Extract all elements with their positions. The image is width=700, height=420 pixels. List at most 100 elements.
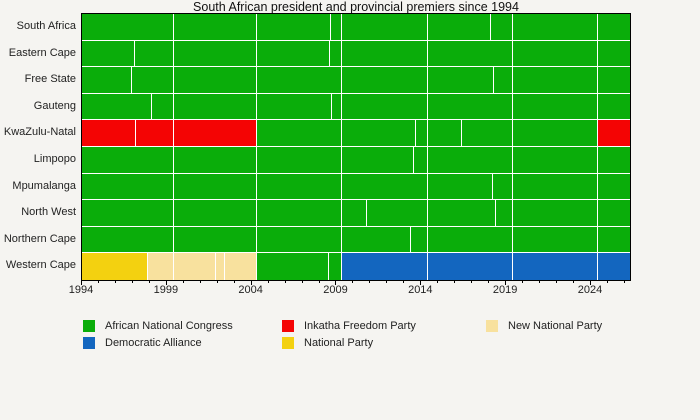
minor-tick	[216, 281, 218, 283]
x-axis-ticks	[81, 281, 631, 287]
minor-tick	[352, 281, 354, 283]
minor-tick	[148, 281, 150, 283]
timeline-segment	[428, 200, 495, 226]
timeline-segment	[151, 93, 174, 120]
timeline-segment	[428, 226, 512, 253]
x-axis-tick-labels: 1994 1999 2004 2009 2014 2019 2024	[69, 284, 631, 298]
timeline-segment	[136, 120, 174, 146]
timeline-segment	[512, 226, 597, 253]
timeline-segment	[329, 40, 342, 67]
minor-tick	[606, 281, 608, 283]
x-tick-label: 1994	[68, 284, 94, 296]
minor-tick	[623, 281, 625, 283]
timeline-segment	[82, 67, 132, 93]
timeline-segment	[82, 14, 174, 40]
minor-tick	[522, 281, 524, 283]
chart-title: South African president and provincial p…	[193, 0, 519, 14]
minor-tick	[301, 281, 303, 283]
legend-swatch	[83, 320, 95, 332]
x-tick-label: 2014	[408, 284, 433, 296]
timeline-segment	[512, 253, 597, 280]
timeline-segment	[328, 253, 342, 280]
timeline-segment	[512, 93, 597, 120]
row-label: Northern Cape	[3, 232, 76, 245]
legend-label: Inkatha Freedom Party	[304, 320, 416, 332]
major-tick	[81, 281, 82, 285]
timeline-segment	[512, 200, 597, 226]
timeline-segment	[82, 200, 174, 226]
timeline-segment	[597, 40, 630, 67]
timeline-segment	[512, 173, 597, 200]
major-tick	[165, 281, 167, 285]
legend-swatch	[83, 337, 95, 349]
row-label: Eastern Cape	[8, 46, 76, 59]
row-label: Western Cape	[5, 259, 76, 272]
timeline-segment	[597, 147, 630, 173]
timeline-segment	[342, 226, 411, 253]
row-label: Gauteng	[33, 99, 76, 112]
timeline-segment	[256, 173, 342, 200]
timeline-segment	[512, 67, 597, 93]
timeline-segment	[512, 120, 597, 146]
timeline-segment	[256, 14, 331, 40]
timeline-segment	[342, 67, 428, 93]
timeline-segment	[428, 147, 512, 173]
timeline-segment	[342, 253, 428, 280]
x-tick-label: 1999	[153, 284, 179, 296]
timeline-segment	[174, 14, 256, 40]
timeline-segment	[174, 200, 256, 226]
timeline-segment	[411, 226, 428, 253]
x-tick-label: 2004	[238, 284, 263, 296]
timeline-segment	[428, 173, 492, 200]
timeline-segment	[342, 40, 428, 67]
timeline-segment	[174, 147, 256, 173]
timeline-segment	[82, 147, 174, 173]
major-tick	[250, 281, 252, 285]
timeline-segment	[597, 14, 630, 40]
minor-tick	[199, 281, 201, 283]
plot-area	[81, 13, 631, 281]
minor-tick	[437, 281, 439, 283]
minor-tick	[318, 281, 320, 283]
major-tick	[335, 281, 337, 285]
timeline-segment	[256, 93, 332, 120]
timeline-segment	[82, 93, 151, 120]
row-label: Mpumalanga	[12, 179, 76, 192]
timeline-segment	[332, 93, 342, 120]
timeline-segment	[597, 253, 630, 280]
timeline-segment	[342, 200, 367, 226]
minor-tick	[488, 281, 490, 283]
x-tick-label: 2019	[492, 284, 518, 296]
minor-tick	[97, 281, 99, 283]
minor-tick	[233, 281, 235, 283]
timeline-segment	[413, 147, 428, 173]
minor-tick	[386, 281, 388, 283]
row-label: North West	[21, 206, 76, 219]
legend-item: African National Congress	[83, 320, 233, 332]
timeline-segment	[597, 173, 630, 200]
legend-swatch	[282, 320, 294, 332]
timeline-segment	[342, 120, 416, 146]
legend-item: Democratic Alliance	[83, 337, 202, 349]
timeline-segment	[256, 200, 342, 226]
row-label: Free State	[24, 73, 76, 86]
minor-tick	[573, 281, 574, 283]
timeline-segment	[495, 200, 512, 226]
timeline-segment	[174, 120, 256, 146]
timeline-segment	[148, 253, 174, 280]
timeline-segment	[342, 173, 428, 200]
timeline-segment	[256, 253, 328, 280]
timeline-segment	[132, 67, 174, 93]
timeline-segment	[82, 120, 136, 146]
legend-label: African National Congress	[105, 320, 233, 332]
timeline-segment	[174, 93, 256, 120]
legend-swatch	[282, 337, 294, 349]
timeline-segment	[428, 40, 512, 67]
legend-label: New National Party	[508, 320, 603, 332]
major-tick	[420, 281, 422, 285]
timeline-segment	[494, 67, 512, 93]
timeline-segment	[512, 40, 597, 67]
timeline-segment	[225, 253, 256, 280]
timeline-segment	[428, 120, 462, 146]
timeline-segment	[256, 226, 342, 253]
